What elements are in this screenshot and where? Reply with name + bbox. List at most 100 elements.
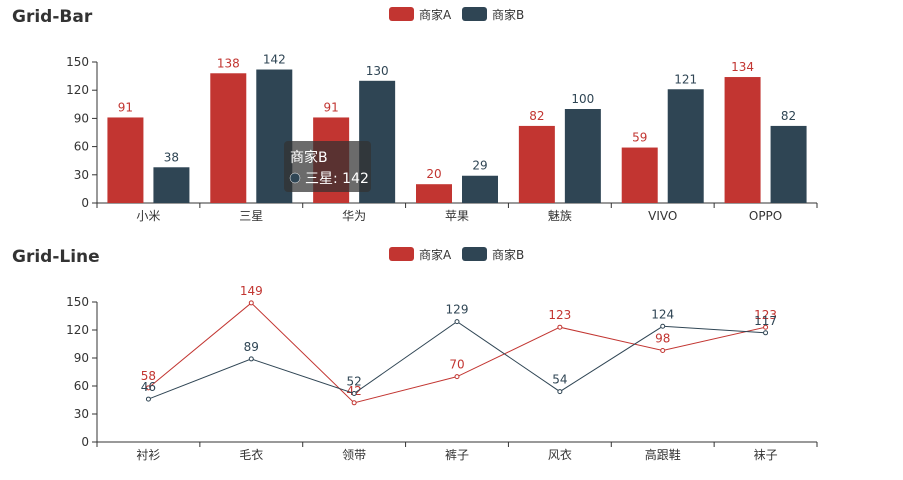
line-data-label-b: 46 (141, 380, 156, 394)
bar-legend-swatch-b[interactable] (462, 7, 487, 21)
bar-data-label-b: 121 (674, 72, 697, 86)
line-point-a (660, 348, 666, 354)
line-point-b (557, 389, 563, 395)
line-data-label-a: 58 (141, 369, 156, 383)
bar-y-tick-label: 120 (66, 83, 89, 97)
bar-data-label-b: 100 (571, 92, 594, 106)
tooltip-title: 商家B (290, 149, 328, 166)
line-chart-title: Grid-Line (12, 247, 100, 267)
line-point-a (145, 385, 151, 391)
line-data-label-a: 123 (548, 308, 571, 322)
line-point-b (248, 356, 254, 362)
bar-y-tick-label: 150 (66, 55, 89, 69)
bar-data-label-b: 82 (781, 109, 796, 123)
line-legend-swatch-b[interactable] (462, 247, 487, 261)
bar-data-label-b: 38 (164, 150, 179, 164)
line-legend-label-a[interactable]: 商家A (419, 247, 452, 262)
line-point-a (557, 324, 563, 330)
bar-legend-swatch-a[interactable] (389, 7, 414, 21)
line-legend[interactable]: 商家A 商家B (389, 247, 524, 262)
bar-data-label-a: 82 (529, 109, 544, 123)
line-y-tick-label: 90 (74, 351, 89, 365)
tooltip-value: 三星: 142 (305, 171, 369, 187)
bar-a (621, 147, 658, 203)
bar-data-label-a: 138 (217, 56, 240, 70)
line-point-a (248, 300, 254, 306)
bar-x-tick-label: OPPO (749, 209, 782, 223)
bar-y-tick-label: 60 (74, 140, 89, 154)
bar-legend[interactable]: 商家A 商家B (389, 7, 524, 22)
line-y-tick-label: 30 (74, 407, 89, 421)
line-data-label-b: 89 (244, 340, 259, 354)
bar-data-label-b: 29 (472, 159, 487, 173)
bar-y-tick-label: 30 (74, 168, 89, 182)
line-point-b (763, 330, 769, 336)
line-x-tick-label: 高跟鞋 (645, 447, 681, 462)
bar-b (462, 175, 498, 203)
line-y-tick-label: 60 (74, 379, 89, 393)
bar-x-tick-label: VIVO (648, 209, 677, 223)
bar-b (667, 89, 704, 203)
bar-a (210, 73, 247, 203)
line-y-tick-label: 150 (66, 295, 89, 309)
line-x-tick-label: 衬衫 (136, 448, 160, 462)
bar-a (107, 117, 144, 203)
line-x-tick-label: 袜子 (754, 448, 778, 462)
line-x-tick-label: 裤子 (445, 448, 469, 462)
tooltip-background (284, 141, 371, 192)
line-point-a (763, 324, 769, 330)
bar-x-tick-label: 苹果 (445, 209, 469, 223)
bar-y-tick-label: 90 (74, 111, 89, 125)
line-y-tick-label: 0 (81, 435, 89, 449)
bar-a (416, 184, 452, 203)
line-data-label-b: 124 (651, 307, 674, 321)
bar-data-label-a: 59 (632, 131, 647, 145)
bar-x-tick-label: 华为 (342, 209, 366, 223)
bar-tooltip: 商家B 三星: 142 (284, 141, 371, 192)
line-point-a (351, 400, 357, 406)
line-x-tick-label: 风衣 (548, 447, 572, 462)
line-data-label-a: 149 (240, 284, 263, 298)
line-data-label-b: 52 (347, 374, 362, 388)
bar-chart-panel: Grid-Bar 商家A 商家B 0 30 60 90 120 150 小米 三星 华为 苹果 魅族… (12, 7, 818, 223)
line-data-label-a: 42 (347, 384, 362, 398)
line-point-b (351, 390, 357, 396)
line-point-b (660, 323, 666, 329)
bar-x-tick-label: 三星 (239, 209, 263, 223)
line-legend-swatch-a[interactable] (389, 247, 414, 261)
bar-data-label-b: 130 (366, 64, 389, 78)
line-chart-panel: Grid-Line 商家A 商家B 0 30 60 90 120 150 衬衫 毛衣 领带 裤子 风… (12, 247, 818, 462)
line-data-label-b: 117 (754, 314, 777, 328)
bar-x-tick-label: 魅族 (548, 208, 572, 223)
bar-y-tick-label: 0 (81, 196, 89, 210)
tooltip-series-marker (289, 172, 301, 184)
line-data-label-a: 123 (754, 308, 777, 322)
line-x-tick-label: 领带 (342, 448, 366, 462)
bar-b (564, 109, 601, 203)
line-data-label-b: 54 (552, 373, 567, 387)
line-data-label-a: 70 (449, 358, 464, 372)
bar-legend-label-b[interactable]: 商家B (492, 7, 524, 22)
bar-legend-label-a[interactable]: 商家A (419, 7, 452, 22)
bar-a (724, 77, 761, 203)
line-point-b (145, 396, 151, 402)
line-y-tick-label: 120 (66, 323, 89, 337)
bar-a (518, 125, 555, 203)
bar-b (153, 167, 190, 203)
bar-data-label-a: 20 (426, 167, 441, 181)
line-data-label-a: 98 (655, 332, 670, 346)
line-data-label-b: 129 (446, 303, 469, 317)
line-point-a (454, 374, 460, 380)
line-plot-area: 0 30 60 90 120 150 衬衫 毛衣 领带 裤子 风衣 高跟鞋 袜子 58 149 42 70 123… (66, 284, 818, 462)
bar-data-label-b: 142 (263, 53, 286, 67)
bar-data-label-a: 91 (118, 100, 133, 114)
line-point-b (454, 319, 460, 325)
line-legend-label-b[interactable]: 商家B (492, 247, 524, 262)
bar-b (770, 125, 807, 203)
bar-data-label-a: 91 (324, 100, 339, 114)
line-x-tick-label: 毛衣 (239, 447, 263, 462)
bar-plot-area: 0 30 60 90 120 150 小米 三星 华为 苹果 魅族 VIVO OPPO 91 138 91 20… (66, 53, 818, 223)
bar-data-label-a: 134 (731, 60, 754, 74)
bar-x-tick-label: 小米 (136, 209, 160, 223)
